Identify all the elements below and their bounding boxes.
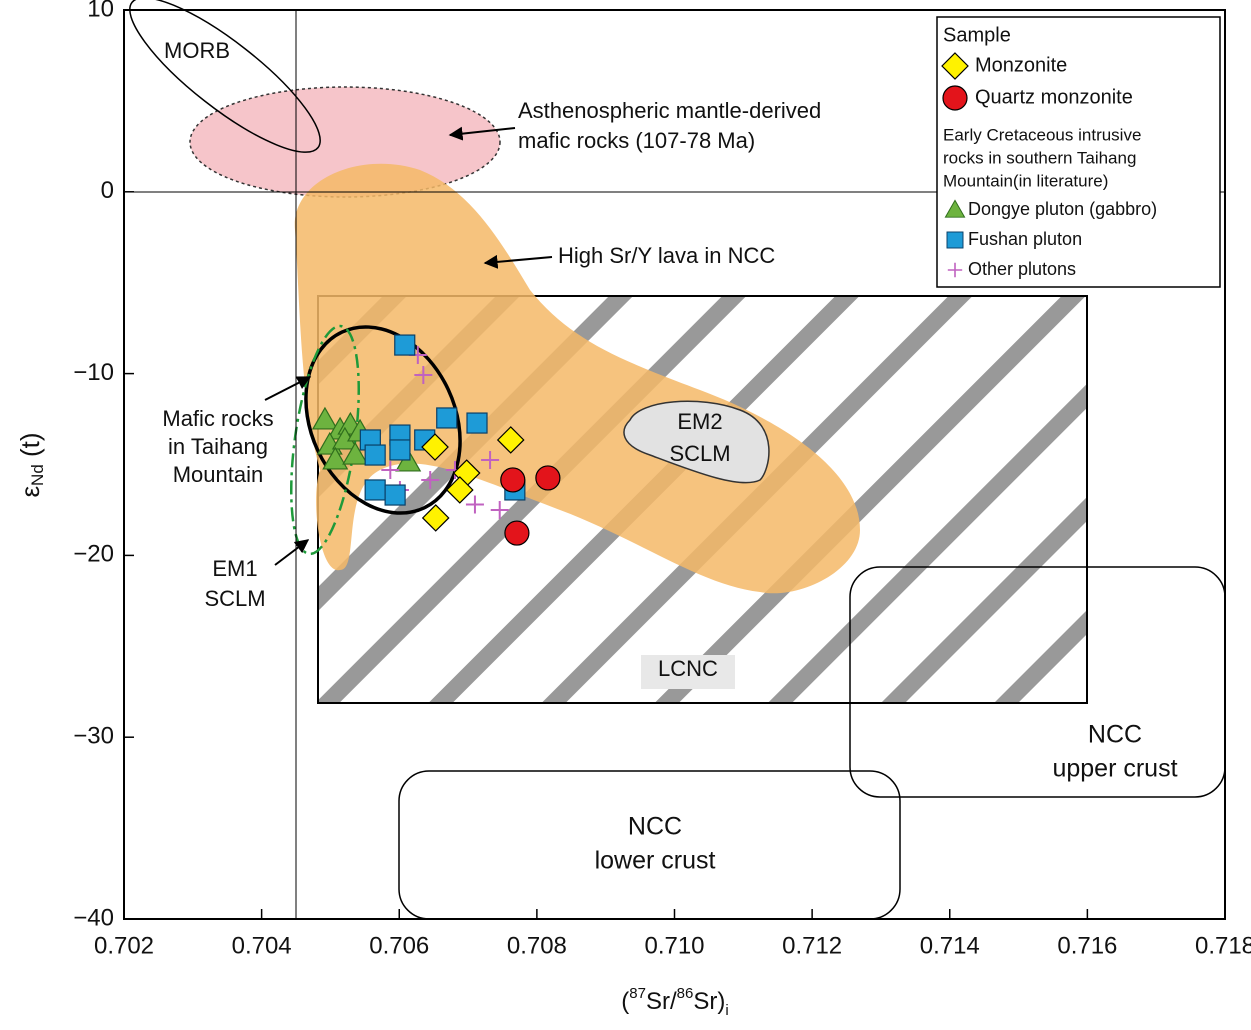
point bbox=[421, 470, 440, 489]
y-tick-label: −20 bbox=[73, 541, 114, 568]
point bbox=[504, 520, 530, 546]
y-tick-label: 10 bbox=[87, 0, 114, 22]
legend-subtitle: Mountain(in literature) bbox=[943, 171, 1108, 190]
legend-marker bbox=[947, 262, 963, 278]
annotation: MORB bbox=[164, 38, 230, 63]
legend-label: Fushan pluton bbox=[968, 229, 1082, 249]
x-tick-label: 0.712 bbox=[782, 932, 842, 959]
annotation: SCLM bbox=[204, 586, 265, 611]
point bbox=[381, 460, 400, 479]
annotation: Asthenospheric mantle-derived bbox=[518, 98, 821, 123]
arrow bbox=[264, 376, 312, 401]
arrow bbox=[483, 254, 553, 269]
point bbox=[384, 484, 406, 506]
point bbox=[342, 441, 369, 465]
point bbox=[414, 366, 433, 385]
y-tick-label: −10 bbox=[73, 359, 114, 386]
point bbox=[445, 476, 474, 504]
point bbox=[364, 444, 386, 466]
point bbox=[496, 426, 525, 454]
annotation: SCLM bbox=[669, 441, 730, 466]
morb-field bbox=[129, 0, 321, 153]
point bbox=[490, 500, 509, 519]
legend-label: Quartz monzonite bbox=[975, 86, 1133, 108]
em2-field bbox=[623, 400, 770, 484]
annotation: Mafic rocks bbox=[162, 406, 273, 431]
x-tick-label: 0.718 bbox=[1195, 932, 1251, 959]
x-tick-label: 0.716 bbox=[1057, 932, 1117, 959]
annotation: EM1 bbox=[212, 556, 257, 581]
annotation: upper crust bbox=[1052, 755, 1177, 783]
high-sr-y-field bbox=[294, 163, 860, 594]
legend-marker bbox=[946, 231, 964, 249]
annotation: EM2 bbox=[677, 409, 722, 434]
point bbox=[481, 450, 500, 469]
arrow bbox=[448, 126, 516, 141]
point bbox=[421, 504, 450, 532]
x-tick-label: 0.714 bbox=[920, 932, 980, 959]
x-tick-label: 0.702 bbox=[94, 932, 154, 959]
annotation: in Taihang bbox=[168, 434, 268, 459]
point bbox=[421, 433, 449, 461]
legend-subtitle: Early Cretaceous intrusive bbox=[943, 125, 1141, 144]
mafic-field bbox=[304, 325, 462, 515]
label-box bbox=[641, 655, 735, 689]
lower-crust-field bbox=[398, 770, 901, 920]
legend-label: Dongye pluton (gabbro) bbox=[968, 199, 1157, 219]
legend-marker bbox=[942, 85, 968, 111]
annotation: High Sr/Y lava in NCC bbox=[558, 243, 775, 268]
x-tick-label: 0.708 bbox=[507, 932, 567, 959]
arrow bbox=[274, 539, 310, 566]
y-tick-label: 0 bbox=[101, 177, 114, 204]
y-tick-label: −30 bbox=[73, 723, 114, 750]
annotation: LCNC bbox=[658, 656, 718, 681]
y-tick-label: −40 bbox=[73, 904, 114, 931]
point bbox=[311, 406, 338, 430]
annotation: lower crust bbox=[595, 847, 716, 875]
legend-label: Other plutons bbox=[968, 259, 1076, 279]
legend-title: Sample bbox=[943, 24, 1011, 46]
annotation: NCC bbox=[628, 813, 682, 841]
annotation: Mountain bbox=[173, 462, 264, 487]
x-tick-label: 0.710 bbox=[644, 932, 704, 959]
point bbox=[389, 439, 411, 461]
legend-box bbox=[936, 16, 1221, 288]
point bbox=[500, 467, 526, 493]
point bbox=[436, 407, 458, 429]
point bbox=[394, 334, 416, 356]
legend-marker bbox=[941, 52, 969, 80]
annotation: mafic rocks (107-78 Ma) bbox=[518, 128, 755, 153]
point bbox=[466, 412, 488, 434]
x-axis-label: (87Sr/86Sr)i bbox=[621, 985, 728, 1019]
point bbox=[535, 465, 561, 491]
point bbox=[322, 446, 349, 470]
point bbox=[364, 479, 386, 501]
x-tick-label: 0.704 bbox=[232, 932, 292, 959]
legend-label: Monzonite bbox=[975, 54, 1067, 76]
annotation: NCC bbox=[1088, 721, 1142, 749]
legend-subtitle: rocks in southern Taihang bbox=[943, 148, 1136, 167]
legend-marker bbox=[944, 199, 966, 218]
point bbox=[465, 495, 484, 514]
x-tick-label: 0.706 bbox=[369, 932, 429, 959]
y-axis-label: εNd (t) bbox=[15, 432, 48, 497]
regions bbox=[124, 0, 1226, 920]
